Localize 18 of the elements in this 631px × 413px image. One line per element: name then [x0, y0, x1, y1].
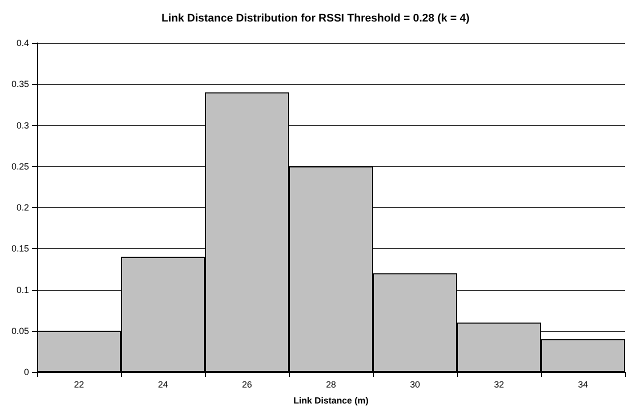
y-tick-label: 0.4	[16, 38, 29, 48]
y-tick-label: 0.05	[11, 326, 29, 336]
y-tick-label: 0.15	[11, 244, 29, 254]
x-axis-title: Link Distance (m)	[293, 396, 369, 406]
x-tick-label: 34	[578, 380, 588, 390]
y-tick-label: 0.3	[16, 120, 29, 130]
x-tick-label: 28	[326, 380, 336, 390]
x-tick-label: 26	[242, 380, 252, 390]
x-tick-label: 22	[74, 380, 84, 390]
x-tick-label: 30	[410, 380, 420, 390]
y-tick-label: 0.2	[16, 202, 29, 212]
y-tick-label: 0.1	[16, 284, 29, 295]
x-tick-label: 32	[494, 380, 504, 390]
y-tick-label: 0.25	[11, 161, 29, 172]
x-tick-label: 24	[158, 380, 168, 390]
y-tick-label: 0.35	[11, 79, 29, 90]
chart-title: Link Distance Distribution for RSSI Threshold = 0.28 (k = 4)	[161, 12, 470, 24]
y-tick-label: 0	[24, 367, 29, 377]
